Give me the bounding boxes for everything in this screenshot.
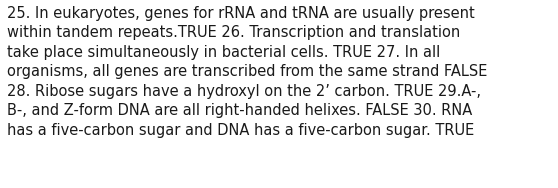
Text: 25. In eukaryotes, genes for rRNA and tRNA are usually present
within tandem rep: 25. In eukaryotes, genes for rRNA and tR… (7, 6, 487, 138)
